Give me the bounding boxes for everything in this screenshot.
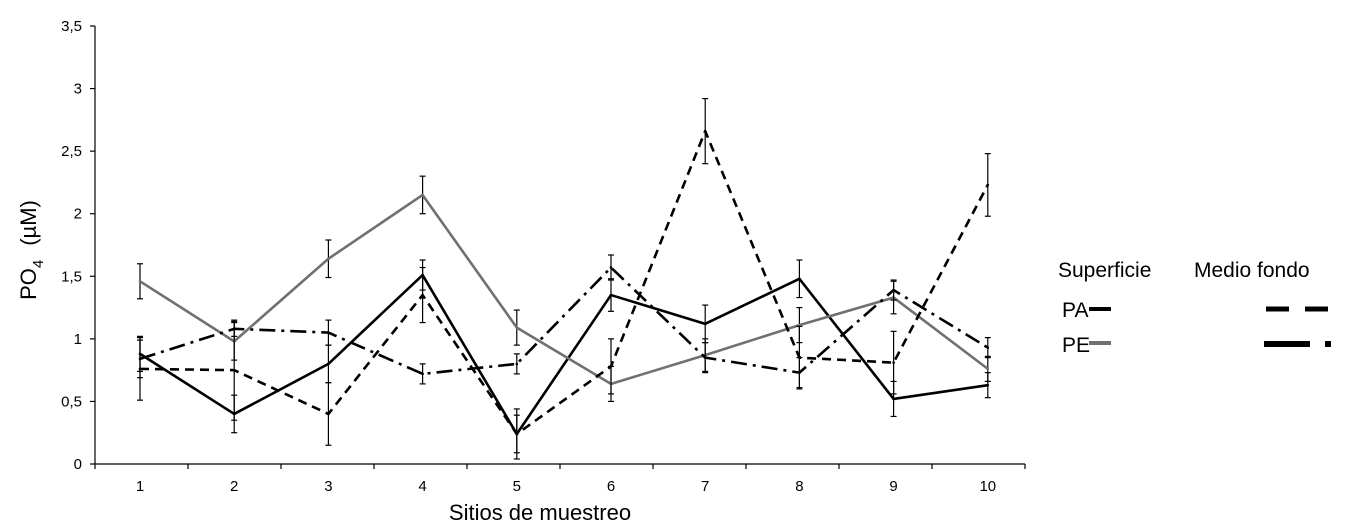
data-point xyxy=(986,383,990,387)
y-tick-label: 1,5 xyxy=(61,268,82,285)
x-tick-label: 7 xyxy=(701,478,709,495)
x-axis-title: Sitios de muestreo xyxy=(449,500,631,523)
series-line xyxy=(139,193,989,386)
x-tick-label: 5 xyxy=(513,478,521,495)
series-pe_sup xyxy=(137,175,991,403)
data-point xyxy=(232,327,236,331)
x-ticks: 1 2 3 4 5 6 7 8 9 10 xyxy=(94,464,1026,495)
y-axis-title-unit: (µM) xyxy=(16,200,41,246)
data-point xyxy=(986,367,990,371)
data-point xyxy=(798,277,801,281)
data-point xyxy=(138,279,142,283)
x-tick-label: 10 xyxy=(979,478,996,495)
data-point xyxy=(421,372,424,376)
y-tick-label: 3,5 xyxy=(61,18,82,35)
x-tick-label: 2 xyxy=(230,478,238,495)
x-tick-label: 1 xyxy=(136,478,144,495)
data-point xyxy=(986,346,990,349)
data-point xyxy=(798,371,801,374)
data-point xyxy=(515,432,519,436)
series-pa_med xyxy=(137,97,991,460)
data-point xyxy=(986,183,990,187)
x-tick-label: 6 xyxy=(607,478,615,495)
data-point xyxy=(232,368,236,372)
y-tick-label: 2 xyxy=(74,206,82,223)
x-tick-label: 8 xyxy=(795,478,803,495)
data-point xyxy=(327,362,330,366)
data-point xyxy=(892,361,895,364)
data-point xyxy=(703,322,707,326)
legend-row-pe: PE xyxy=(1062,334,1090,357)
data-point xyxy=(327,331,330,334)
data-point xyxy=(703,129,707,133)
data-point xyxy=(609,266,613,269)
data-point xyxy=(798,323,801,327)
data-point xyxy=(327,257,330,261)
legend-row-pa: PA xyxy=(1062,299,1088,322)
y-axis-title: PO4 (µM) xyxy=(16,200,47,300)
y-axis-title-main: PO xyxy=(16,268,41,300)
data-point xyxy=(609,365,613,368)
data-point xyxy=(892,397,895,401)
y-tick-label: 1 xyxy=(74,331,82,348)
series-pe_med xyxy=(137,254,991,389)
data-point xyxy=(421,193,424,197)
data-point xyxy=(515,326,519,329)
y-tick-label: 2,5 xyxy=(61,143,82,160)
legend-header-superficie: Superficie xyxy=(1058,259,1151,282)
y-tick-label: 0,5 xyxy=(61,393,82,410)
data-point xyxy=(327,412,330,416)
series-line xyxy=(139,273,988,436)
data-point xyxy=(421,293,424,297)
y-tick-label: 0 xyxy=(74,456,82,473)
x-tick-label: 3 xyxy=(324,478,332,495)
series-line xyxy=(139,266,989,376)
y-axis-title-subscript: 4 xyxy=(30,260,47,268)
data-point xyxy=(515,362,519,366)
data-point xyxy=(609,293,613,297)
x-tick-label: 9 xyxy=(889,478,897,495)
legend-header-medio-fondo: Medio fondo xyxy=(1194,259,1310,282)
y-ticks: 0 0,5 1 1,5 2 2,5 3 3,5 xyxy=(61,18,95,473)
legend: Superficie Medio fondo PA PE xyxy=(1058,259,1331,357)
series-line xyxy=(139,129,989,436)
data-point xyxy=(138,357,142,361)
x-tick-label: 4 xyxy=(418,478,426,495)
data-point xyxy=(892,288,895,292)
data-point xyxy=(703,356,707,359)
series-layer xyxy=(137,97,991,460)
y-tick-label: 3 xyxy=(74,81,82,98)
